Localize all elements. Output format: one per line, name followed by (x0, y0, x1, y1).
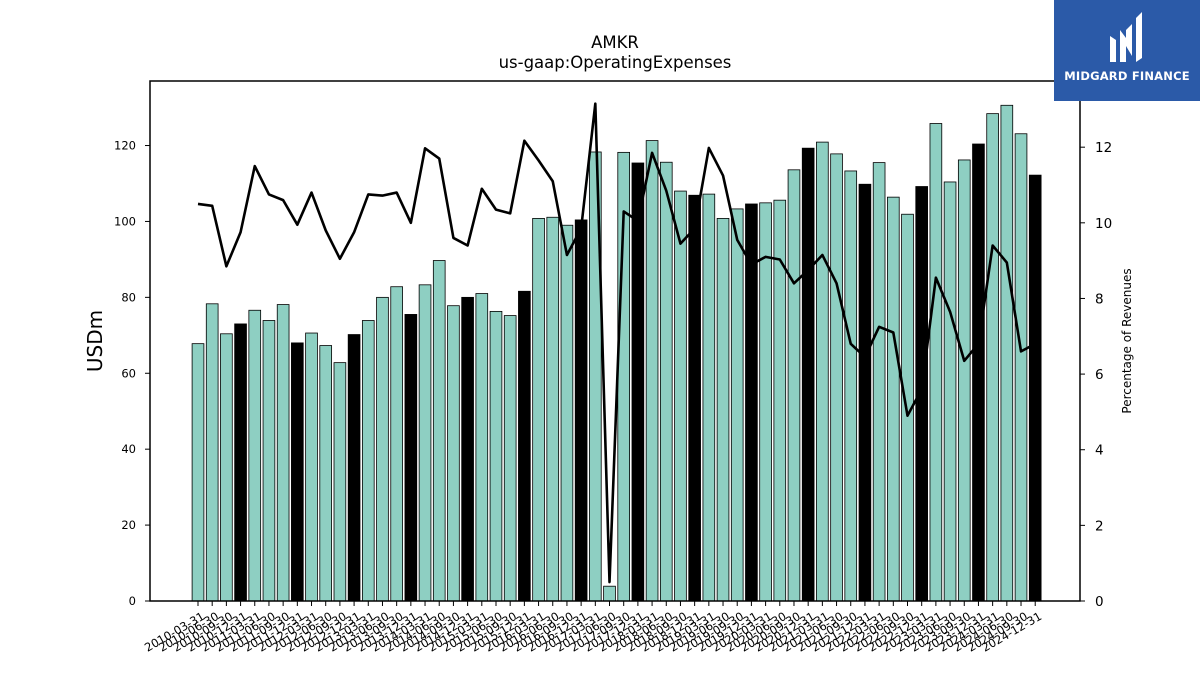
bar (262, 320, 276, 602)
bar (376, 296, 389, 602)
bar (347, 334, 361, 602)
series-line (197, 102, 1036, 584)
bar (560, 224, 574, 602)
bar (759, 202, 772, 602)
y2-tick-label: 12 (1095, 140, 1112, 156)
chart-subtitle: us-gaap:OperatingExpenses (498, 53, 732, 72)
bar (631, 162, 645, 602)
bar (972, 143, 985, 602)
bar (574, 219, 588, 602)
y2-tick-label: 6 (1095, 367, 1104, 383)
bar (716, 217, 730, 602)
bar (305, 332, 318, 602)
y2-tick-label: 2 (1095, 518, 1104, 534)
bar (674, 190, 687, 602)
bar (220, 333, 233, 602)
midgard-logo-icon (1110, 12, 1142, 62)
bar (191, 343, 205, 602)
bar (418, 284, 432, 602)
y-axis-label: USDm (83, 310, 107, 372)
chart-title: AMKR (591, 33, 639, 52)
bar (872, 162, 886, 602)
bar (361, 320, 375, 602)
bar (205, 303, 219, 602)
bar (291, 342, 304, 602)
bar (702, 193, 716, 602)
bar (404, 314, 418, 602)
bar (1000, 104, 1014, 602)
brand-logo: MIDGARD FINANCE (1054, 0, 1200, 101)
bar (858, 183, 872, 602)
bar (447, 305, 460, 602)
bar (489, 310, 503, 602)
bar (248, 309, 262, 602)
y-tick-label: 60 (121, 366, 136, 380)
bar (801, 147, 815, 602)
bar (816, 141, 829, 602)
bar (887, 196, 900, 602)
bar (830, 153, 843, 602)
y-tick-label: 100 (114, 214, 136, 228)
bar (957, 159, 971, 602)
bar (787, 169, 801, 602)
bar (276, 304, 290, 602)
bar (603, 585, 616, 602)
bar (503, 315, 517, 602)
bar (518, 290, 531, 602)
bar (659, 161, 673, 602)
bar (929, 123, 943, 602)
y2-axis-label: Percentage of Revenues (1120, 268, 1134, 413)
y-tick-label: 0 (129, 594, 136, 608)
bar (986, 113, 999, 602)
bar (688, 194, 701, 602)
logo-text: MIDGARD FINANCE (1064, 69, 1190, 83)
y2-tick-label: 0 (1095, 594, 1104, 610)
bar (333, 362, 347, 602)
bar (390, 286, 403, 602)
bar (1014, 133, 1028, 602)
bar (915, 186, 928, 602)
bar (546, 216, 560, 602)
y-tick-label: 20 (121, 518, 136, 532)
bar (234, 323, 247, 602)
y-tick-label: 120 (114, 139, 136, 153)
bar (461, 296, 474, 602)
bar (943, 181, 957, 602)
bar (645, 140, 659, 602)
bar (1028, 174, 1042, 602)
plot-frame (149, 80, 1081, 602)
bar (532, 217, 545, 602)
y2-tick-label: 8 (1095, 291, 1104, 307)
bar (319, 345, 333, 602)
y2-tick-label: 4 (1095, 443, 1104, 459)
bar (844, 170, 858, 602)
bar (730, 208, 744, 602)
y-tick-label: 40 (121, 442, 136, 456)
y2-tick-label: 10 (1095, 216, 1112, 232)
y-tick-label: 80 (121, 290, 136, 304)
bar (432, 260, 446, 602)
bar (475, 293, 489, 602)
